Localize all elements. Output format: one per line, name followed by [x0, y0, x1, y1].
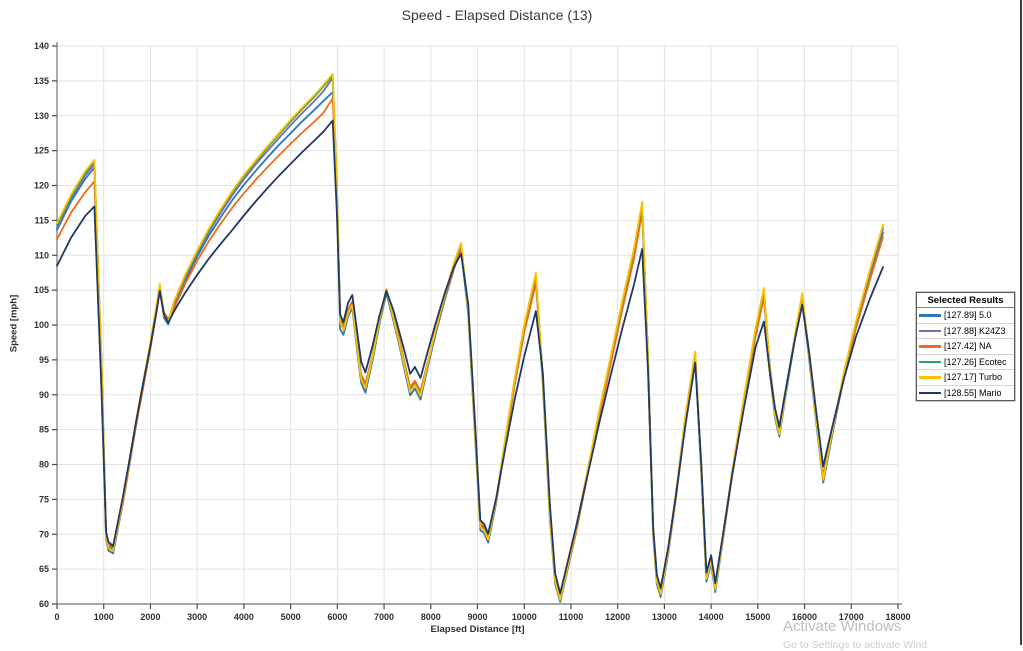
x-tick-label: 18000	[885, 612, 910, 622]
x-tick-label: 7000	[374, 612, 394, 622]
legend-item[interactable]: [127.89] 5.0	[917, 308, 1014, 324]
legend-header: Selected Results	[917, 293, 1014, 308]
x-tick-label: 4000	[234, 612, 254, 622]
series-line[interactable]	[56, 119, 884, 595]
y-tick-label: 85	[39, 425, 49, 435]
x-tick-label: 3000	[187, 612, 207, 622]
y-tick-label: 130	[34, 111, 49, 121]
legend[interactable]: Selected Results [127.89] 5.0 [127.88] K2…	[915, 291, 1016, 402]
legend-item[interactable]: [127.88] K24Z3	[917, 324, 1014, 339]
window-right-border	[1020, 0, 1022, 645]
y-tick-label: 70	[39, 529, 49, 539]
legend-swatch-line	[919, 376, 941, 379]
legend-item-label: [127.42] NA	[944, 341, 992, 352]
activate-windows-watermark-line2: Go to Settings to activate Wind	[783, 639, 928, 651]
y-tick-label: 95	[39, 355, 49, 365]
x-axis-title: Elapsed Distance [ft]	[430, 624, 525, 635]
y-tick-label: 60	[39, 599, 49, 609]
legend-item[interactable]: [127.17] Turbo	[917, 370, 1014, 386]
x-tick-label: 8000	[421, 612, 441, 622]
legend-swatch-line	[919, 391, 941, 394]
x-tick-label: 6000	[327, 612, 347, 622]
legend-item-label: [127.26] Ecotec	[944, 356, 1007, 367]
legend-item[interactable]: [128.55] Mario	[917, 386, 1014, 401]
y-tick-label: 105	[34, 285, 49, 295]
legend-item[interactable]: [127.42] NA	[917, 339, 1014, 355]
legend-swatch-line	[919, 314, 941, 317]
x-tick-label: 0	[54, 612, 59, 622]
legend-swatch-line	[919, 360, 941, 363]
legend-item-label: [128.55] Mario	[944, 387, 1002, 398]
y-axis-title: Speed [mph]	[8, 294, 20, 353]
x-tick-label: 9000	[467, 612, 487, 622]
y-tick-label: 65	[39, 564, 49, 574]
legend-item-label: [127.88] K24Z3	[944, 325, 1006, 336]
y-tick-label: 125	[34, 146, 49, 156]
legend-item-label: [127.17] Turbo	[944, 372, 1003, 383]
x-tick-label: 17000	[839, 612, 864, 622]
y-tick-label: 135	[34, 76, 49, 86]
legend-item[interactable]: [127.26] Ecotec	[917, 355, 1014, 370]
x-tick-label: 10000	[512, 612, 537, 622]
activate-windows-watermark: Activate Windows	[783, 618, 902, 635]
y-tick-label: 140	[34, 41, 49, 51]
x-tick-label: 16000	[792, 612, 817, 622]
x-tick-label: 15000	[745, 612, 770, 622]
x-tick-label: 14000	[699, 612, 724, 622]
legend-swatch-line	[919, 329, 941, 332]
y-tick-label: 100	[34, 320, 49, 330]
y-tick-label: 115	[34, 215, 49, 225]
legend-swatch-line	[919, 345, 941, 348]
x-tick-label: 13000	[652, 612, 677, 622]
y-tick-label: 120	[34, 181, 49, 191]
x-tick-label: 12000	[605, 612, 630, 622]
x-tick-label: 5000	[281, 612, 301, 622]
y-tick-label: 80	[39, 460, 49, 470]
x-tick-label: 11000	[559, 612, 584, 622]
y-tick-label: 75	[39, 494, 49, 504]
chart-title: Speed - Elapsed Distance (13)	[401, 7, 593, 23]
x-tick-label: 2000	[140, 612, 160, 622]
x-tick-label: 1000	[94, 612, 114, 622]
y-tick-label: 110	[34, 250, 49, 260]
legend-item-label: [127.89] 5.0	[944, 310, 992, 321]
y-tick-label: 90	[39, 390, 49, 400]
